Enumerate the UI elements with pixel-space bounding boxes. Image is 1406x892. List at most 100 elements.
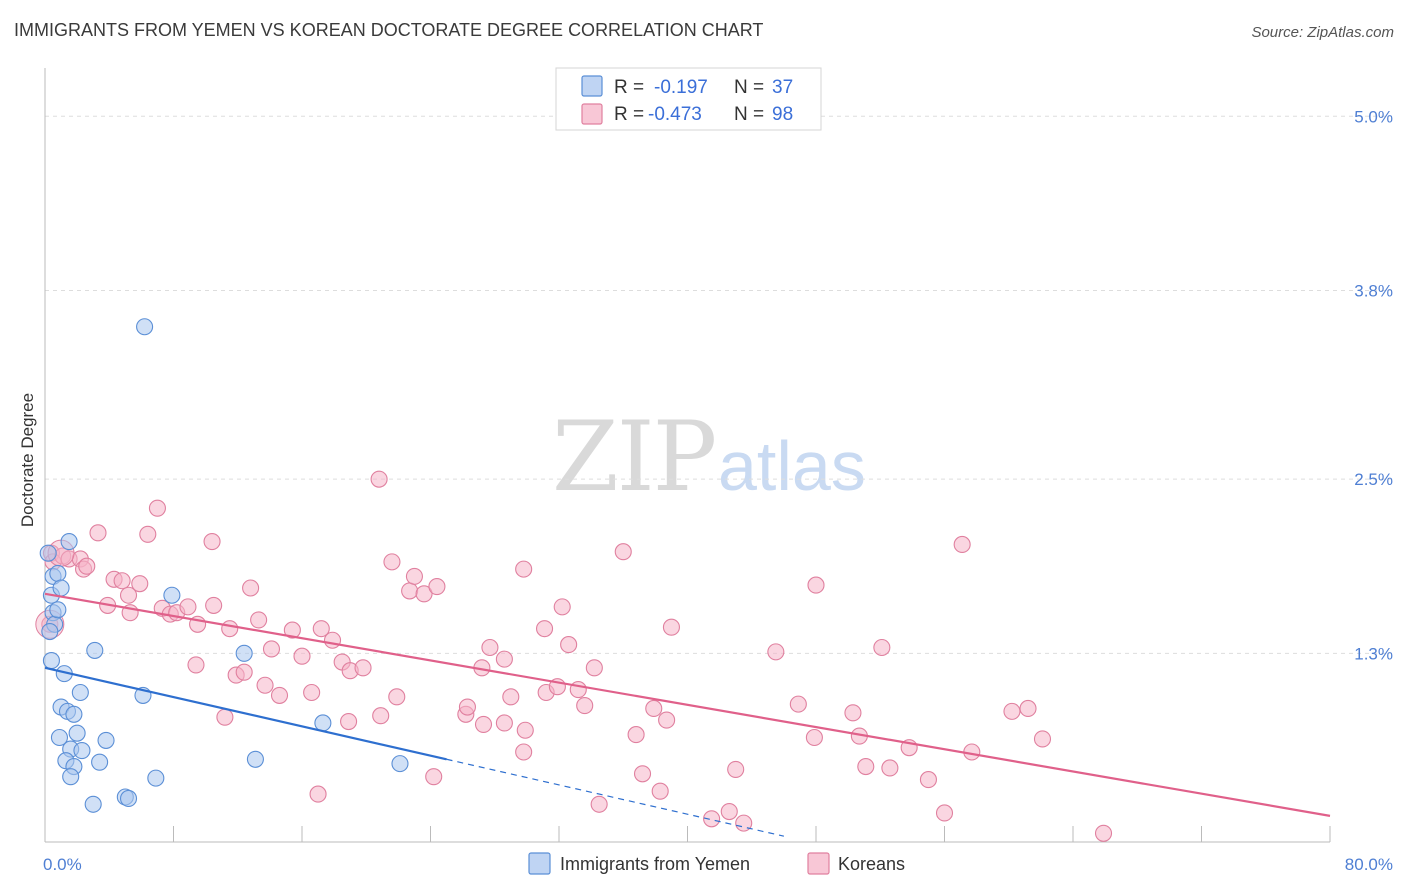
koreans-point	[919, 771, 937, 789]
koreans-point	[354, 659, 372, 677]
koreans-point	[662, 618, 680, 636]
koreans-point	[873, 638, 891, 657]
koreans-point	[805, 728, 823, 747]
yemen-point	[119, 789, 138, 808]
axes	[44, 68, 1331, 843]
chart-title: IMMIGRANTS FROM YEMEN VS KOREAN DOCTORAT…	[14, 20, 764, 40]
koreans-point	[148, 499, 166, 517]
koreans-point	[481, 638, 499, 657]
legend-n-value-koreans: 98	[772, 104, 793, 125]
koreans-point	[807, 576, 825, 594]
yemen-point	[73, 742, 91, 760]
yemen-point	[91, 753, 109, 771]
series-yemen-points	[39, 318, 409, 813]
koreans-point	[553, 598, 571, 616]
yemen-point	[147, 769, 165, 787]
yemen-point	[136, 318, 154, 336]
koreans-point	[703, 810, 721, 828]
koreans-point	[535, 620, 554, 638]
koreans-point	[658, 711, 676, 729]
gridlines	[45, 115, 1392, 654]
koreans-point	[935, 804, 954, 822]
koreans-point	[515, 560, 533, 578]
koreans-point	[857, 757, 875, 776]
yemen-point	[42, 652, 60, 670]
koreans-point	[303, 683, 321, 702]
legend-n-label-yemen: N =	[734, 77, 764, 98]
koreans-point	[1003, 702, 1021, 720]
koreans-point	[953, 535, 971, 554]
koreans-trend-line	[44, 592, 1331, 817]
y-tick-label: 2.5%	[1354, 470, 1393, 489]
koreans-point	[735, 814, 753, 832]
koreans-point	[1019, 699, 1037, 718]
legend-swatch-yemen	[581, 75, 603, 97]
koreans-point	[388, 688, 406, 706]
koreans-point	[283, 621, 301, 639]
koreans-point	[383, 553, 401, 571]
legend-r-label-koreans: R =	[614, 104, 644, 125]
koreans-point	[270, 686, 289, 704]
yemen-trend-line	[44, 666, 447, 761]
koreans-point	[113, 572, 131, 590]
legend-r-label-yemen: R =	[614, 77, 644, 98]
yemen-point	[86, 641, 104, 659]
x-tick-label-min: 0.0%	[43, 855, 82, 874]
legend-r-value-yemen: -0.197	[654, 77, 708, 98]
yemen-point	[163, 586, 181, 604]
yemen-point	[62, 768, 80, 786]
koreans-point	[370, 470, 388, 488]
koreans-point	[293, 647, 311, 665]
yemen-point	[41, 622, 59, 641]
koreans-point	[1033, 730, 1052, 748]
koreans-point	[139, 525, 157, 543]
yemen-point	[391, 755, 409, 773]
x-tick-label-max: 80.0%	[1345, 855, 1393, 874]
koreans-point	[1094, 824, 1113, 842]
koreans-point	[187, 656, 205, 674]
yemen-point	[97, 731, 115, 749]
bottom-legend-swatch-koreans	[807, 852, 830, 875]
yemen-point	[235, 644, 253, 662]
yemen-trend-extension	[446, 758, 785, 837]
legend-r-value-koreans: -0.473	[648, 104, 702, 125]
yemen-point	[49, 601, 67, 619]
koreans-point	[495, 650, 513, 668]
watermark-atlas: atlas	[718, 427, 866, 505]
koreans-point	[560, 636, 578, 654]
source-credit: Source: ZipAtlas.com	[1251, 24, 1394, 41]
koreans-point	[590, 795, 608, 813]
koreans-point	[585, 659, 603, 677]
koreans-point	[614, 543, 632, 561]
koreans-point	[309, 785, 327, 803]
koreans-point	[221, 620, 239, 638]
yemen-point	[246, 750, 264, 768]
koreans-point	[242, 579, 260, 597]
koreans-point	[633, 765, 652, 783]
koreans-point	[458, 698, 476, 716]
y-tick-labels: 1.3% 2.5% 3.8% 5.0%	[1354, 107, 1393, 663]
bottom-legend-swatch-yemen	[528, 852, 551, 875]
koreans-point	[502, 688, 520, 706]
koreans-point	[340, 712, 358, 731]
y-tick-label: 1.3%	[1354, 644, 1393, 663]
series-legend: Immigrants from Yemen Koreans	[528, 852, 905, 875]
bottom-legend-label-yemen: Immigrants from Yemen	[560, 854, 750, 874]
series-koreans-points	[35, 470, 1113, 842]
koreans-point	[372, 707, 390, 725]
yemen-point	[60, 533, 78, 551]
koreans-point	[881, 759, 899, 777]
koreans-point	[89, 524, 107, 542]
koreans-point	[323, 631, 342, 649]
y-tick-label: 5.0%	[1354, 107, 1393, 126]
yemen-point	[50, 728, 69, 747]
koreans-point	[515, 743, 533, 761]
koreans-point	[576, 697, 594, 715]
legend-n-value-yemen: 37	[772, 77, 793, 98]
yemen-point	[84, 795, 102, 813]
koreans-point	[119, 586, 138, 604]
koreans-point	[645, 699, 663, 718]
yemen-point	[52, 579, 70, 597]
koreans-point	[428, 577, 446, 596]
